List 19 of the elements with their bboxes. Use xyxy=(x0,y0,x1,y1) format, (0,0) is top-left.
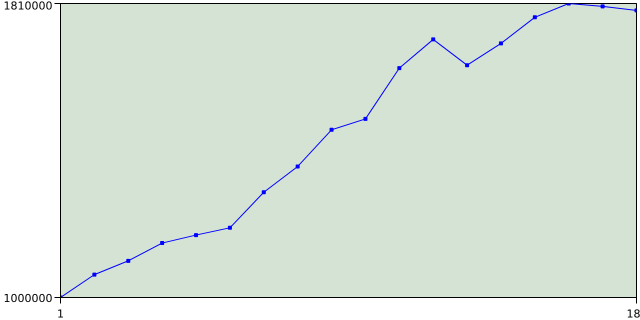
point xyxy=(498,41,503,46)
point xyxy=(363,116,368,121)
x-tick-label: 18 xyxy=(626,308,640,320)
point xyxy=(228,226,232,230)
point xyxy=(296,164,300,168)
point xyxy=(194,233,198,238)
point xyxy=(160,241,164,246)
point xyxy=(465,63,470,68)
y-tick-label: 1810000 xyxy=(4,0,53,12)
point xyxy=(600,4,605,8)
point xyxy=(397,66,402,70)
y-tick-label: 1000000 xyxy=(4,292,53,305)
point xyxy=(431,37,436,42)
point xyxy=(126,258,130,263)
x-tick-label: 1 xyxy=(57,308,64,320)
point xyxy=(532,15,537,20)
point xyxy=(330,128,334,132)
point xyxy=(262,190,266,194)
point xyxy=(92,272,96,277)
